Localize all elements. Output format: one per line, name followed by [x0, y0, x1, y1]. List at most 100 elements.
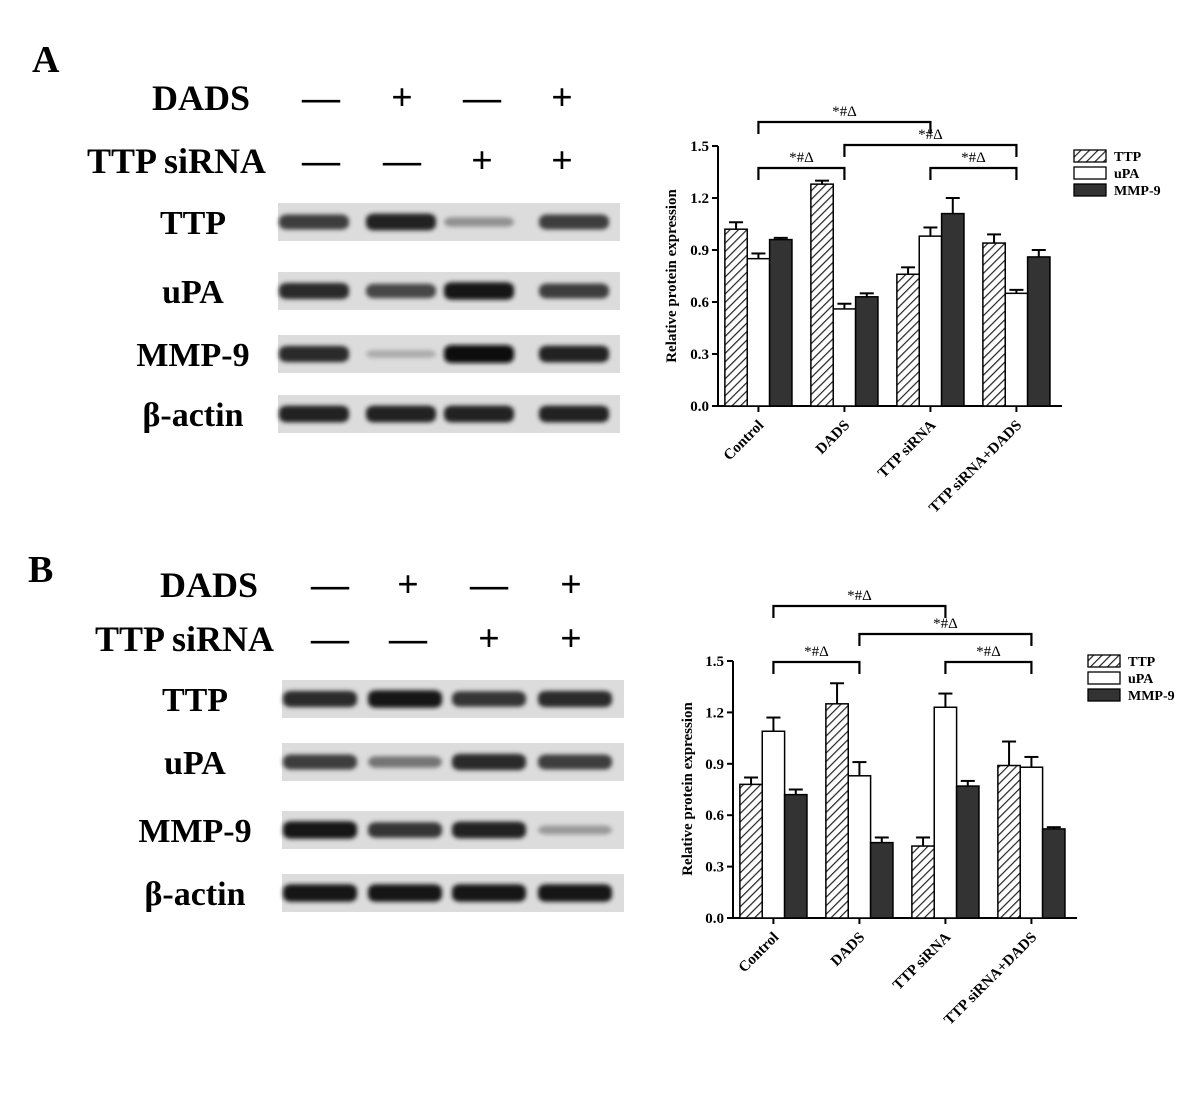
- blot-band: [366, 213, 436, 231]
- bar: [825, 703, 849, 919]
- blot-band: [452, 753, 526, 771]
- plus-sign: +: [478, 618, 500, 660]
- blot-row-label: β-actin: [144, 876, 245, 913]
- bar: [832, 308, 857, 407]
- blot-band: [452, 884, 526, 902]
- significance-label: *#Δ: [832, 104, 857, 120]
- blot-band: [538, 884, 612, 902]
- y-tick-label: 1.2: [705, 705, 724, 721]
- blot-band: [283, 690, 357, 708]
- blot-row-label: uPA: [162, 274, 224, 311]
- blot-row-label: TTP: [160, 205, 226, 242]
- treatment-table: DADS — + — + TTP siRNA — — + +: [95, 564, 582, 660]
- blot-band: [444, 405, 514, 423]
- y-tick-label: 0.9: [705, 757, 724, 773]
- minus-sign: —: [301, 140, 341, 182]
- blot-band: [539, 345, 609, 363]
- legend-label: MMP-9: [1114, 184, 1161, 199]
- significance-label: *#Δ: [918, 127, 943, 143]
- blot-band: [366, 283, 436, 299]
- plus-sign: +: [471, 140, 493, 182]
- x-tick-label: TTP siRNA+DADS: [926, 418, 1025, 517]
- western-blot: TTP uPA MMP-9 β-actin: [136, 203, 620, 434]
- minus-sign: —: [310, 564, 350, 606]
- blot-band: [539, 405, 609, 423]
- minus-sign: —: [301, 77, 341, 119]
- legend-label: TTP: [1128, 655, 1156, 670]
- significance-bracket: [929, 166, 1018, 180]
- minus-sign: —: [310, 618, 350, 660]
- blot-band: [538, 690, 612, 708]
- western-blot: TTP uPA MMP-9 β-actin: [138, 680, 624, 913]
- blot-band: [279, 405, 349, 423]
- minus-sign: —: [462, 77, 502, 119]
- treatment-name: TTP siRNA: [87, 141, 266, 181]
- bar: [739, 783, 763, 919]
- y-tick-label: 0.6: [690, 295, 709, 311]
- y-tick-label: 0.0: [690, 399, 709, 415]
- significance-bracket: [843, 143, 1018, 157]
- blot-band: [452, 691, 526, 707]
- legend-swatch: [1073, 183, 1107, 197]
- blot-band: [283, 884, 357, 902]
- bar: [761, 730, 786, 919]
- y-tick-label: 1.2: [690, 191, 709, 207]
- treatment-name: DADS: [152, 78, 250, 118]
- blot-band: [368, 690, 442, 708]
- x-tick-label: TTP siRNA: [875, 417, 939, 481]
- y-tick-label: 1.5: [690, 139, 709, 155]
- blot-band: [279, 282, 349, 300]
- blot-band: [539, 283, 609, 299]
- bar: [810, 183, 834, 407]
- treatment-name: DADS: [160, 565, 258, 605]
- blot-band: [538, 754, 612, 770]
- blot-band: [452, 821, 526, 839]
- blot-band: [279, 345, 349, 363]
- plus-sign: +: [551, 140, 573, 182]
- treatment-name: TTP siRNA: [95, 619, 274, 659]
- significance-label: *#Δ: [933, 616, 958, 632]
- legend-swatch: [1073, 149, 1107, 163]
- blot-band: [444, 282, 514, 300]
- panel-a-blot: A DADS — + — + TTP siRNA — — + + TTP uPA MMP-9 β-act…: [32, 39, 620, 434]
- bar: [1004, 292, 1029, 407]
- bar: [918, 235, 943, 407]
- plus-sign: +: [560, 564, 582, 606]
- blot-band: [538, 825, 612, 835]
- x-tick-label: DADS: [828, 930, 868, 970]
- blot-band: [444, 345, 514, 363]
- legend-label: uPA: [1114, 167, 1140, 182]
- minus-sign: —: [469, 564, 509, 606]
- plus-sign: +: [397, 564, 419, 606]
- y-tick-label: 0.0: [705, 911, 724, 927]
- y-tick-label: 0.3: [690, 347, 709, 363]
- bar: [911, 845, 935, 919]
- blot-row-label: uPA: [164, 745, 226, 782]
- blot-row-label: β-actin: [142, 397, 243, 434]
- bar: [746, 257, 771, 407]
- minus-sign: —: [382, 140, 422, 182]
- bar: [724, 228, 748, 407]
- bar: [982, 242, 1006, 407]
- legend-label: MMP-9: [1128, 689, 1175, 704]
- plus-sign: +: [551, 77, 573, 119]
- bar: [933, 706, 958, 919]
- y-tick-label: 0.3: [705, 860, 724, 876]
- blot-band: [368, 884, 442, 902]
- significance-label: *#Δ: [847, 588, 872, 604]
- significance-label: *#Δ: [961, 150, 986, 166]
- bar: [1019, 766, 1044, 919]
- legend-swatch: [1087, 671, 1121, 685]
- significance-bracket: [858, 632, 1033, 646]
- bar: [847, 775, 872, 919]
- panel-b-blot: B DADS — + — + TTP siRNA — — + + TTP uPA MMP-9 β-act…: [28, 549, 624, 913]
- bar: [783, 793, 808, 919]
- bar-chart-a: Relative protein expression 0.0 0.3 0.6 0.9…: [664, 104, 1161, 516]
- legend-label: uPA: [1128, 672, 1154, 687]
- x-tick-label: Control: [721, 418, 767, 464]
- blot-row-label: TTP: [162, 682, 228, 719]
- significance-bracket: [772, 604, 947, 618]
- y-tick-label: 0.6: [705, 808, 724, 824]
- y-axis-label: Relative protein expression: [680, 702, 696, 876]
- x-tick-label: Control: [736, 930, 782, 976]
